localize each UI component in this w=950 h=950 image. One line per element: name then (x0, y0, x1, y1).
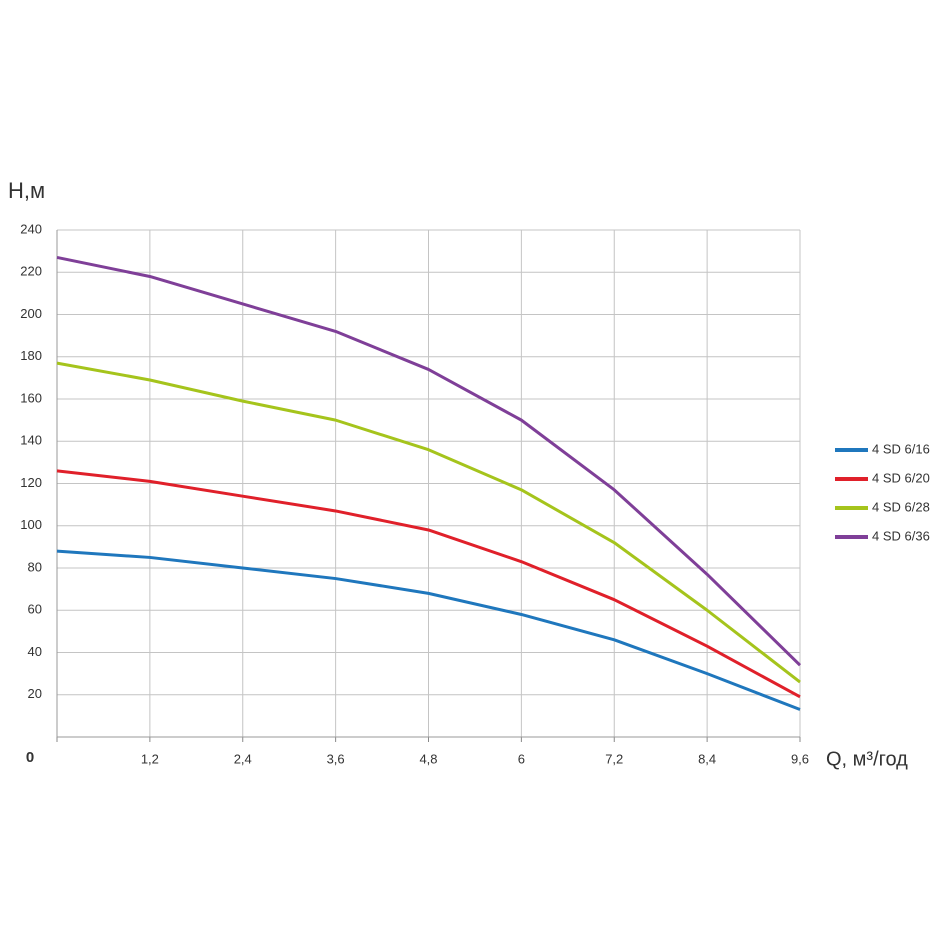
series-line (56, 255, 802, 667)
legend-label: 4 SD 6/36 (872, 528, 930, 543)
x-tick-label: 0 (26, 749, 34, 766)
x-tick-label: 4,8 (419, 751, 437, 766)
y-tick-label: 40 (28, 644, 42, 659)
legend-label: 4 SD 6/16 (872, 441, 930, 456)
x-axis-label: Q, м³/год (826, 748, 908, 770)
y-tick-label: 60 (28, 602, 42, 617)
y-tick-label: 20 (28, 686, 42, 701)
x-tick-label: 2,4 (234, 751, 252, 766)
y-tick-label: 80 (28, 559, 42, 574)
y-tick-label: 180 (20, 348, 42, 363)
x-tick-label: 3,6 (327, 751, 345, 766)
y-tick-label: 200 (20, 306, 42, 321)
y-tick-label: 160 (20, 390, 42, 405)
x-tick-label: 8,4 (698, 751, 716, 766)
y-tick-label: 140 (20, 433, 42, 448)
x-tick-label: 1,2 (141, 751, 159, 766)
x-tick-label: 7,2 (605, 751, 623, 766)
x-tick-label: 6 (518, 751, 525, 766)
y-tick-label: 240 (20, 221, 42, 236)
y-tick-label: 120 (20, 475, 42, 490)
legend-label: 4 SD 6/28 (872, 499, 930, 514)
y-tick-label: 220 (20, 264, 42, 279)
series-line (56, 469, 801, 699)
y-axis-label: H,м (8, 178, 45, 203)
y-tick-label: 100 (20, 517, 42, 532)
legend-label: 4 SD 6/20 (872, 470, 930, 485)
series-line (56, 361, 801, 684)
x-tick-label: 9,6 (791, 751, 809, 766)
series-line (56, 549, 801, 711)
